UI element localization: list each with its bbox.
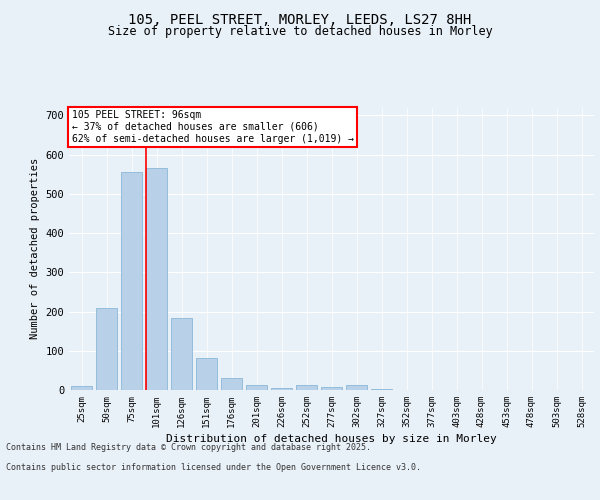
Bar (196, 358, 217, 390)
Bar (271, 388, 292, 390)
Y-axis label: Number of detached properties: Number of detached properties (30, 158, 40, 340)
X-axis label: Distribution of detached houses by size in Morley: Distribution of detached houses by size … (166, 434, 497, 444)
Bar (346, 386, 367, 390)
Bar (121, 172, 142, 390)
Text: Size of property relative to detached houses in Morley: Size of property relative to detached ho… (107, 25, 493, 38)
Bar (146, 168, 167, 390)
Bar (246, 386, 267, 390)
Bar (221, 378, 242, 390)
Text: 105, PEEL STREET, MORLEY, LEEDS, LS27 8HH: 105, PEEL STREET, MORLEY, LEEDS, LS27 8H… (128, 12, 472, 26)
Text: Contains HM Land Registry data © Crown copyright and database right 2025.: Contains HM Land Registry data © Crown c… (6, 442, 371, 452)
Bar (96, 308, 117, 390)
Text: Contains public sector information licensed under the Open Government Licence v3: Contains public sector information licen… (6, 462, 421, 471)
Bar (321, 387, 342, 390)
Text: 105 PEEL STREET: 96sqm
← 37% of detached houses are smaller (606)
62% of semi-de: 105 PEEL STREET: 96sqm ← 37% of detached… (71, 110, 353, 144)
Bar (371, 389, 392, 390)
Bar (171, 318, 192, 390)
Bar (71, 386, 92, 390)
Bar (296, 386, 317, 390)
